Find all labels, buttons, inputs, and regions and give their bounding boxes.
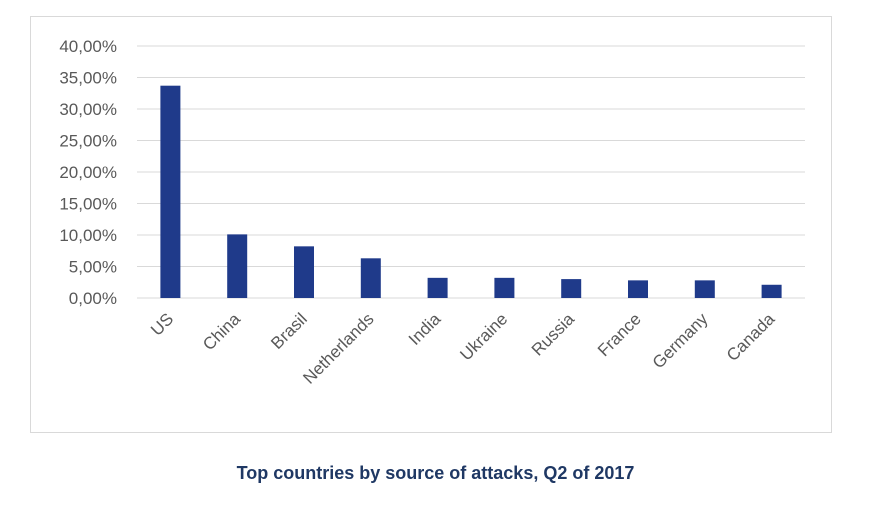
x-tick-label: Germany xyxy=(649,309,712,372)
bar xyxy=(628,280,648,298)
y-tick-label: 40,00% xyxy=(59,37,117,56)
x-tick-label: India xyxy=(405,309,445,349)
x-tick-label: Ukraine xyxy=(456,309,511,364)
bar xyxy=(761,284,782,298)
y-tick-label: 15,00% xyxy=(59,195,117,214)
bar xyxy=(494,277,515,298)
y-tick-label: 5,00% xyxy=(69,258,117,277)
bar xyxy=(294,246,314,298)
x-tick-label: China xyxy=(199,309,244,354)
bar xyxy=(360,258,381,298)
x-tick-label: France xyxy=(594,309,645,360)
bar xyxy=(160,85,181,298)
x-tick-label: US xyxy=(147,309,177,339)
bar xyxy=(427,277,448,298)
x-tick-label: Brasil xyxy=(267,309,310,352)
y-tick-label: 25,00% xyxy=(59,132,117,151)
bar xyxy=(561,279,582,298)
y-tick-label: 10,00% xyxy=(59,226,117,245)
bar xyxy=(694,280,715,298)
y-tick-label: 35,00% xyxy=(59,69,117,88)
x-tick-label: Russia xyxy=(528,309,579,360)
x-tick-label: Netherlands xyxy=(299,309,377,387)
y-tick-label: 20,00% xyxy=(59,163,117,182)
x-tick-label: Canada xyxy=(723,309,779,365)
y-tick-label: 0,00% xyxy=(69,289,117,308)
y-tick-label: 30,00% xyxy=(59,100,117,119)
bar xyxy=(227,234,248,298)
chart-caption: Top countries by source of attacks, Q2 o… xyxy=(236,463,635,483)
